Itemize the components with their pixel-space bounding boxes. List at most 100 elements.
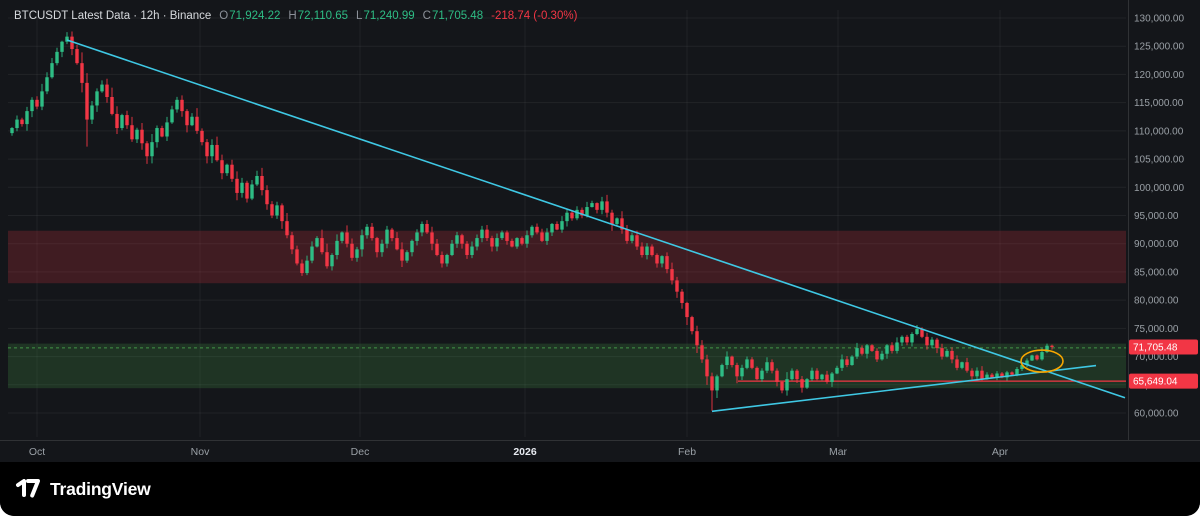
candle-body — [145, 143, 149, 157]
logo-stroke-one — [16, 479, 26, 497]
candle-body — [1045, 345, 1049, 353]
candle-body — [250, 184, 254, 199]
candle-body — [825, 374, 829, 382]
candle-body — [565, 212, 569, 222]
candle-body — [115, 113, 119, 129]
price-axis[interactable]: 130,000.00 125,000.00 120,000.00 115,000.00… — [1134, 14, 1184, 420]
candle-body — [280, 205, 284, 222]
candle-body — [800, 379, 804, 388]
candle-body — [920, 328, 924, 337]
candle-body — [995, 373, 999, 379]
candle-body — [400, 249, 404, 261]
symbol-title[interactable]: BTCUSDT Latest Data · 12h · Binance — [14, 10, 212, 22]
candle-body — [945, 350, 949, 357]
candle-body — [640, 246, 644, 255]
candle-body — [820, 374, 824, 380]
candle-body — [1010, 372, 1014, 375]
candle-body — [315, 238, 319, 247]
candle-body — [540, 232, 544, 241]
candle-body — [720, 365, 724, 377]
candle-body — [685, 302, 689, 318]
candle-body — [610, 212, 614, 224]
candle-body — [985, 374, 989, 380]
price-axis-label: 120,000.00 — [1134, 70, 1184, 81]
candle-body — [935, 339, 939, 349]
change-value: -218.74 (-0.30%) — [491, 10, 578, 22]
candle-body — [50, 63, 54, 78]
candle-body — [35, 99, 39, 107]
candle-body — [1050, 345, 1054, 347]
candle-body — [40, 91, 44, 107]
candle-body — [805, 379, 809, 388]
chart-canvas[interactable]: 130,000.00 125,000.00 120,000.00 115,000.00… — [0, 0, 1200, 462]
candle-body — [205, 142, 209, 157]
time-axis-label: Nov — [191, 446, 210, 458]
candle-body — [625, 229, 629, 241]
candle-body — [160, 128, 164, 137]
candle-body — [765, 362, 769, 371]
candle-body — [65, 36, 69, 42]
candle-body — [435, 243, 439, 255]
candle-body — [965, 362, 969, 371]
candle-body — [260, 176, 264, 191]
candle-body — [365, 226, 369, 236]
candle-body — [975, 370, 979, 377]
candle-body — [215, 144, 219, 161]
tradingview-logo[interactable]: TradingView — [15, 479, 151, 500]
candle-body — [345, 232, 349, 244]
price-axis-label: 85,000.00 — [1134, 267, 1179, 278]
candles-layer[interactable] — [10, 31, 1054, 411]
open-value: O71,924.22 — [219, 10, 281, 22]
candle-body — [240, 182, 244, 193]
candle-body — [500, 232, 504, 239]
descending-trendline[interactable] — [66, 39, 1126, 399]
price-axis-label: 60,000.00 — [1134, 409, 1179, 420]
candle-body — [745, 359, 749, 368]
candle-body — [460, 235, 464, 244]
candle-body — [370, 226, 374, 239]
candle-body — [195, 116, 199, 131]
ascending-trendline[interactable] — [711, 364, 1097, 413]
candle-body — [870, 345, 874, 351]
candle-body — [230, 164, 234, 179]
candle-body — [295, 249, 299, 264]
candle-body — [200, 130, 204, 143]
candle-body — [960, 362, 964, 368]
candle-body — [630, 235, 634, 241]
candle-body — [1035, 355, 1039, 360]
candle-body — [585, 207, 589, 216]
candle-body — [1025, 360, 1029, 366]
price-axis-label: 110,000.00 — [1134, 126, 1184, 137]
candle-body — [120, 115, 124, 129]
candle-body — [390, 229, 394, 239]
candle-body — [285, 221, 289, 236]
supply-zone[interactable] — [8, 230, 1126, 284]
candle-body — [410, 240, 414, 253]
candle-body — [750, 359, 754, 368]
logo-stroke-seven — [26, 479, 40, 498]
candle-body — [1040, 352, 1044, 360]
candle-body — [510, 240, 514, 247]
candle-body — [355, 249, 359, 258]
candle-body — [155, 128, 159, 143]
low-value: L71,240.99 — [356, 10, 415, 22]
candle-body — [385, 229, 389, 244]
candle-body — [150, 142, 154, 157]
candle-body — [560, 221, 564, 230]
candle-body — [795, 370, 799, 380]
candle-body — [690, 317, 694, 332]
highlight-ellipse[interactable] — [1020, 349, 1064, 373]
candle-body — [545, 232, 549, 241]
candle-body — [175, 99, 179, 110]
time-axis[interactable]: Oct Nov Dec 2026 Feb Mar Apr — [29, 446, 1009, 458]
candle-body — [705, 359, 709, 377]
candle-body — [660, 256, 664, 264]
tradingview-logo-glyph — [16, 479, 40, 498]
footer-bar: TradingView — [0, 462, 1200, 516]
candle-body — [865, 345, 869, 354]
current-price-tag: 71,705.48 — [1129, 339, 1198, 355]
high-value: H72,110.65 — [288, 10, 349, 22]
candle-body — [880, 353, 884, 360]
candle-body — [730, 356, 734, 366]
